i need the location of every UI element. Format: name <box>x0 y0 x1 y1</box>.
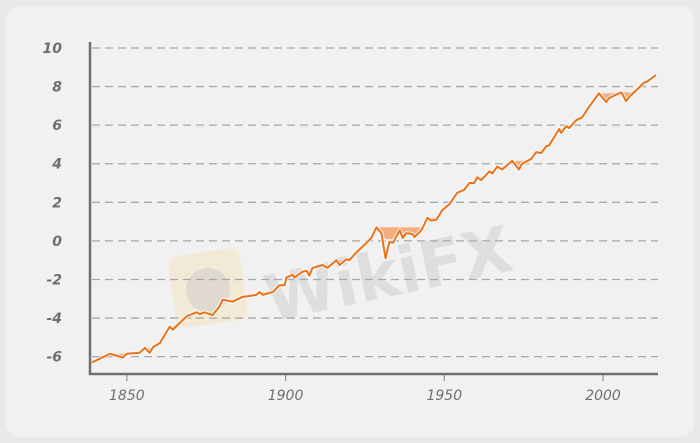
y-tick-label: 2 <box>52 195 62 211</box>
series-line <box>91 74 657 364</box>
y-tick-label: 4 <box>51 157 62 173</box>
x-tick-label: 1900 <box>268 388 304 404</box>
x-tick-label: 1950 <box>426 388 462 404</box>
chart-card <box>6 6 694 437</box>
y-tick-label: -6 <box>46 350 62 366</box>
y-tick-label: -2 <box>46 272 62 288</box>
y-tick-label: 6 <box>52 118 62 134</box>
y-tick-label: 0 <box>52 234 62 250</box>
y-tick-label: -4 <box>46 311 62 327</box>
y-tick-label: 10 <box>43 41 63 57</box>
watermark: WikiFX <box>168 213 519 337</box>
x-tick-label: 2000 <box>585 388 621 404</box>
watermark-eagle-icon <box>186 268 230 312</box>
y-tick-label: 8 <box>52 80 62 96</box>
x-tick-label: 1850 <box>109 388 145 404</box>
